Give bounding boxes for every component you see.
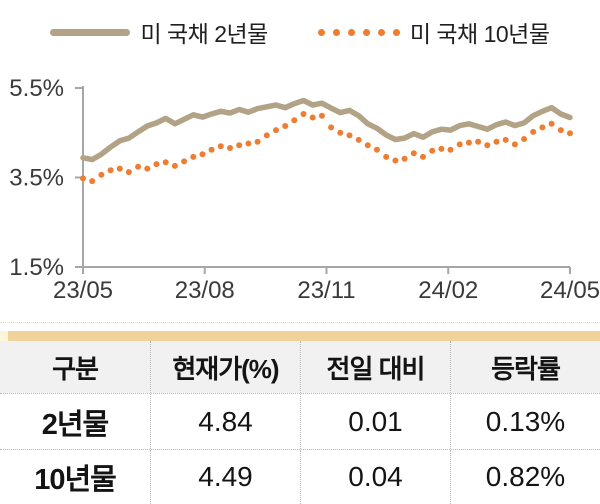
value-cell: 0.01 [300,394,450,449]
series-10yr-dot [282,123,289,129]
series-10yr-dot [309,114,316,121]
series-10yr-dot [420,153,426,160]
series-10yr-dot [135,163,142,170]
series-10yr-dot [539,124,546,131]
series-10yr-dot [162,159,169,166]
column-header: 현재가(%) [150,341,300,393]
x-tick-label: 23/11 [297,277,355,304]
y-tick-label: 3.5% [9,165,64,192]
row-label-cell: 10년물 [34,464,117,496]
table-row: 2년물 4.84 0.01 0.13% [0,393,600,449]
value-cell: 0.04 [300,450,450,504]
series-10yr-dot [153,161,160,168]
table-body: 2년물 4.84 0.01 0.13% 10년물 4.49 0.04 0.82% [0,393,600,504]
series-2yr-line [80,97,573,163]
accent-bar-gold [8,331,600,341]
dotted-line-swatch [317,28,400,36]
series-10yr-dot [465,139,472,146]
value-cell: 4.49 [150,450,300,504]
series-10yr-dot [355,136,362,143]
series-10yr-dot [456,141,463,148]
series-10yr-dot [291,117,298,124]
series-10yr-dot [401,155,408,162]
series-10yr-dot [383,153,390,160]
value-cell: 0.82% [450,450,600,504]
series-10yr-dot [521,136,528,142]
accent-bar-cap [0,331,8,341]
series-10yr-dot [263,132,270,139]
value-cell: 0.13% [450,394,600,449]
series-10yr-dot [346,132,353,139]
table-row: 10년물 4.49 0.04 0.82% [0,449,600,504]
series-10yr-dot [125,169,132,176]
table-header-row: 구분 현재가(%) 전일 대비 등락률 [0,341,600,393]
series-10yr-dot [181,158,188,165]
x-tick-label: 23/05 [53,277,113,304]
x-tick-label: 23/08 [175,277,235,304]
series-10yr-dot [429,147,436,154]
series-10yr-dot [447,146,454,153]
series-10yr-dot [190,153,197,160]
x-tick-label: 24/05 [540,277,600,304]
series-10yr-dot [475,138,482,145]
series-10yr-dot [493,138,500,145]
row-label-cell: 2년물 [41,408,110,441]
value-cell: 4.84 [150,394,300,449]
series-10yr-dot [364,142,371,149]
series-10yr-dot [98,171,105,178]
column-header: 구분 [52,353,99,384]
series-10yr-dot [328,124,335,131]
series-10yr-dot [227,145,233,151]
series-10yr-dot [273,127,279,134]
series-10yr-dot [374,146,380,153]
series-10yr-dot [217,143,224,150]
series-10yr-dot [208,146,215,153]
column-header: 전일 대비 [300,341,450,393]
solid-line-swatch [50,28,131,36]
series-10yr-dot [300,111,307,117]
series-10yr-dot [337,129,344,136]
legend-label-2yr: 미 국채 2년물 [140,21,268,47]
series-10yr-dot [116,165,123,172]
y-tick-label: 5.5% [9,75,64,102]
series-10yr-dot [502,136,509,143]
series-10yr-dot [107,167,114,174]
series-10yr-dot [318,112,325,119]
series-10yr-dot [511,141,518,148]
y-tick-label: 1.5% [9,254,64,281]
series-10yr-dot [245,140,252,147]
legend-item-10yr: 미 국채 10년물 [317,15,550,49]
series-10yr-dot [410,150,417,157]
series-10yr-dot [548,120,555,127]
series-10yr-dot [171,162,178,169]
legend-item-2yr: 미 국채 2년물 [50,15,268,49]
series-10yr-dot [80,175,86,182]
series-10yr-dot [392,157,399,164]
legend-label-10yr: 미 국채 10년물 [409,21,550,47]
yield-chart: 5.5% 3.5% 1.5%23/05 23/08 23/11 24/02 24/05 [9,75,600,304]
series-10yr-dot [484,142,491,149]
series-10yr-dot [89,178,96,185]
legend: 미 국채 2년물 미 국채 10년물 [0,14,600,50]
table-accent-bar [0,331,600,341]
series-10yr-dot [199,151,206,158]
series-10yr-dot [236,142,243,149]
x-tick-label: 24/02 [418,277,478,304]
series-10yr-dot [144,165,151,172]
series-10yr-dot [567,130,573,137]
series-10yr-dot [557,127,564,134]
series-10yr-dot [254,138,261,145]
series-10yr-dot [438,145,445,152]
column-header: 등락률 [450,341,600,393]
series-10yr-dot [530,128,537,135]
rates-table: 구분 현재가(%) 전일 대비 등락률 2년물 4.84 0.01 0.13% 10년물 4.4… [0,322,600,504]
